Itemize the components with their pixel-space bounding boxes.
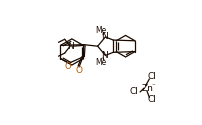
Text: N: N (66, 42, 73, 51)
Text: Cl: Cl (146, 95, 155, 104)
Text: ⁻: ⁻ (151, 84, 154, 90)
Text: Me: Me (95, 58, 106, 67)
Text: N: N (101, 51, 107, 60)
Text: Zn: Zn (141, 84, 153, 93)
Text: Me: Me (95, 26, 106, 35)
Text: O: O (75, 66, 82, 75)
Text: N: N (101, 32, 107, 42)
Text: Cl: Cl (146, 72, 155, 81)
Text: Cl: Cl (129, 88, 138, 96)
Text: O: O (64, 62, 70, 72)
